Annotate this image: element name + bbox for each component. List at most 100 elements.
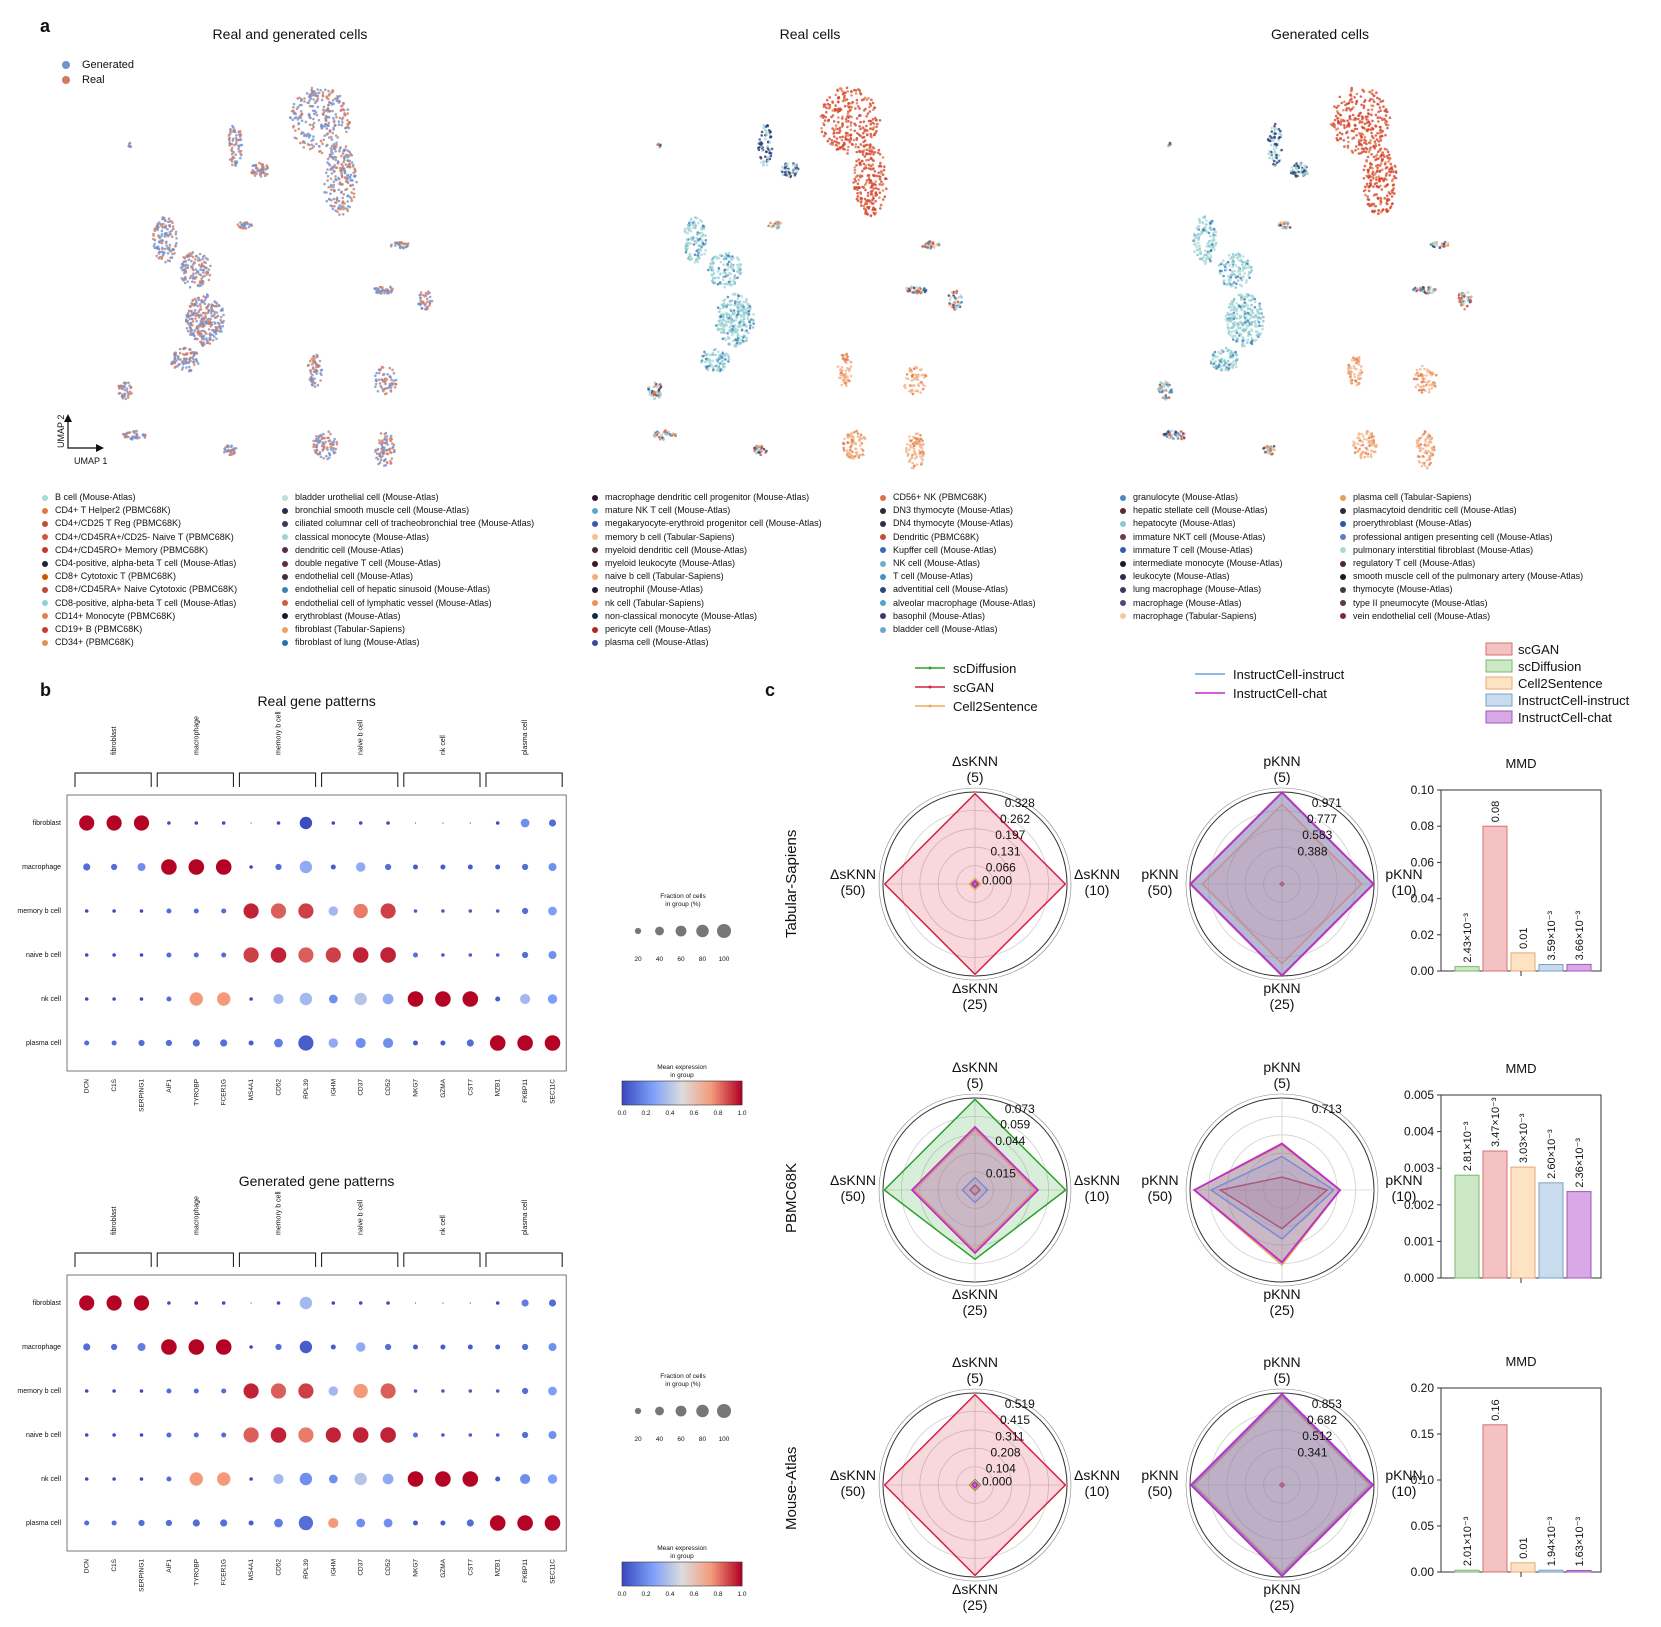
umap-point [161, 246, 164, 250]
umap-point [737, 263, 741, 266]
umap-point [916, 432, 920, 435]
umap-point [1231, 261, 1234, 265]
umap-point [854, 92, 858, 95]
umap-point [1224, 262, 1228, 266]
umap-point [792, 167, 796, 171]
umap-point [1243, 310, 1246, 314]
umap-point [169, 250, 172, 253]
umap-point [1349, 370, 1352, 373]
umap-point [883, 165, 886, 168]
umap-point [1357, 432, 1361, 435]
umap-point [717, 350, 720, 354]
umap-point [1297, 170, 1300, 174]
umap-point [211, 304, 215, 307]
umap-point [731, 339, 735, 343]
umap-point [683, 229, 687, 233]
umap-point [1273, 135, 1276, 139]
umap-point [740, 303, 743, 306]
umap-point [1457, 294, 1461, 297]
umap-point [1304, 165, 1307, 169]
umap-point [195, 325, 199, 328]
umap-point [341, 152, 345, 155]
umap-point [1357, 114, 1361, 117]
umap-point [190, 309, 193, 313]
umap-point [859, 134, 862, 138]
umap-point [313, 112, 316, 116]
umap-point [1343, 126, 1346, 130]
umap-point [863, 155, 867, 158]
umap-point [379, 458, 383, 462]
umap-point [731, 255, 734, 258]
umap-point [187, 309, 191, 313]
umap-point [195, 272, 198, 275]
umap-point [860, 174, 864, 178]
umap-point [1261, 324, 1264, 328]
umap-point [418, 293, 422, 297]
umap-point [1274, 142, 1278, 146]
umap-point [189, 305, 192, 309]
umap-point [869, 127, 872, 130]
umap-point [727, 280, 731, 284]
umap-point [834, 124, 838, 127]
umap-point [833, 140, 836, 143]
umap-point [330, 205, 334, 208]
umap-point [655, 385, 659, 389]
umap-point [328, 198, 331, 201]
umap-point [835, 131, 839, 135]
umap-point [715, 368, 719, 372]
umap-point [190, 259, 193, 263]
umap-point [1381, 117, 1384, 120]
umap-point [1273, 125, 1276, 128]
umap-point [712, 272, 716, 275]
umap-point [1347, 101, 1351, 105]
umap-point [766, 156, 770, 160]
umap-point [658, 435, 661, 439]
umap-point [865, 148, 869, 152]
umap-point [174, 354, 178, 357]
umap-point [742, 311, 746, 314]
umap-point [955, 307, 958, 311]
umap-point [1338, 131, 1342, 135]
umap-point [308, 134, 312, 137]
umap-point [704, 357, 708, 361]
umap-point [185, 357, 188, 361]
umap-point [327, 121, 331, 125]
umap-point [1366, 129, 1369, 132]
umap-point [1353, 96, 1356, 99]
umap-point [374, 450, 377, 453]
umap-point [867, 173, 871, 177]
umap-point [769, 221, 772, 225]
umap-point [872, 206, 875, 209]
umap-point [721, 352, 725, 355]
umap-point [1353, 375, 1356, 379]
umap-point [1382, 179, 1385, 183]
umap-point [1195, 245, 1198, 249]
umap-point [855, 197, 859, 201]
umap-point [1349, 93, 1352, 96]
umap-point [1205, 219, 1208, 222]
umap-point [334, 158, 338, 162]
umap-point [859, 120, 862, 124]
umap-point [910, 287, 913, 290]
umap-point [173, 252, 176, 255]
umap-point [182, 264, 185, 267]
umap-point [685, 241, 688, 245]
umap-point [388, 447, 392, 451]
umap-point [1357, 357, 1361, 360]
umap-point [788, 172, 791, 175]
umap-point [1346, 136, 1350, 139]
umap-point [859, 201, 863, 204]
umap-point [1220, 357, 1224, 361]
umap-point [328, 93, 331, 96]
umap-point [912, 286, 916, 290]
umap-point [847, 138, 850, 142]
umap-point [855, 102, 859, 105]
umap-point [700, 239, 704, 242]
umap-point [191, 323, 194, 327]
umap-point [322, 111, 326, 114]
umap-point [953, 302, 957, 305]
umap-point [335, 442, 339, 446]
umap-point [190, 313, 193, 317]
umap-point [870, 98, 873, 102]
umap-point [1246, 338, 1250, 342]
